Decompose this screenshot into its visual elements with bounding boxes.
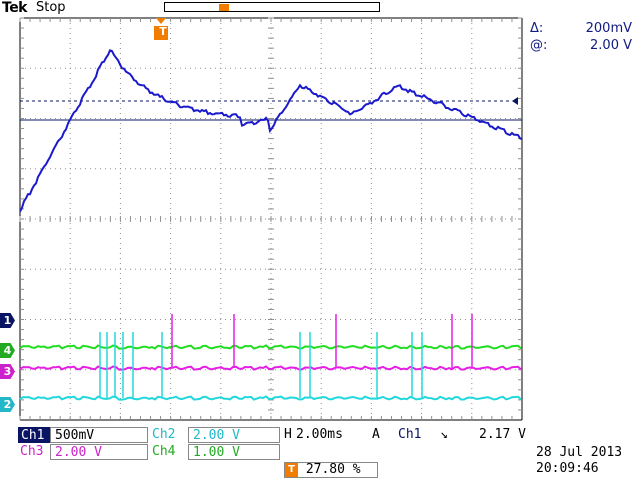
- trigger-slope-icon: ↘: [440, 427, 448, 442]
- ch3-marker[interactable]: 3: [0, 364, 15, 379]
- at-label: @:: [530, 38, 548, 53]
- date-readout: 28 Jul 2013: [536, 445, 623, 460]
- ch4-waveform: [19, 344, 522, 350]
- ch4-scale: 1.00 V: [188, 444, 280, 460]
- time-readout: 20:09:46: [536, 461, 599, 476]
- trigger-t-label: T: [159, 25, 167, 38]
- trigger-position-value: 27.80 %: [305, 462, 361, 477]
- run-state: Stop: [36, 0, 66, 15]
- record-view-marker: [219, 4, 229, 12]
- ch1-waveform: [19, 49, 523, 212]
- delta-value: 200mV: [585, 21, 632, 36]
- acquisition-mode: A: [372, 427, 380, 442]
- ch1-label[interactable]: Ch1: [18, 427, 50, 443]
- horizontal-label: H: [284, 427, 292, 442]
- trigger-level: 2.17 V: [479, 427, 526, 442]
- ch2-label[interactable]: Ch2: [152, 427, 176, 442]
- brand-logo: Tek: [2, 0, 28, 16]
- cursor-lines: [20, 97, 522, 121]
- trigger-position-readout: T 27.80 %: [284, 462, 378, 478]
- delta-label: Δ:: [530, 21, 544, 36]
- ch2-scale: 2.00 V: [188, 427, 280, 443]
- trigger-source: Ch1: [398, 427, 422, 442]
- ch2-waveform: [19, 395, 522, 401]
- ch1-scale: 500mV: [50, 427, 148, 443]
- ch4-label[interactable]: Ch4: [152, 444, 176, 459]
- at-value: 2.00 V: [590, 38, 632, 53]
- trigger-position-icon: T: [285, 463, 298, 477]
- ch3-waveform: [19, 365, 522, 371]
- ch3-label[interactable]: Ch3: [20, 444, 44, 459]
- ch2-marker[interactable]: 2: [0, 397, 15, 412]
- record-view-bar: [164, 2, 380, 12]
- ch1-marker[interactable]: 1: [0, 313, 15, 328]
- ch4-marker[interactable]: 4: [0, 343, 15, 358]
- cursor-arrow-icon: [512, 97, 518, 105]
- graticule-grid: [19, 17, 523, 421]
- ch3-scale: 2.00 V: [50, 444, 148, 460]
- trigger-position-marker: [154, 18, 168, 40]
- horizontal-scale: 2.00ms: [296, 427, 343, 442]
- cursor-readout: Δ: 200mV @: 2.00 V: [530, 20, 632, 54]
